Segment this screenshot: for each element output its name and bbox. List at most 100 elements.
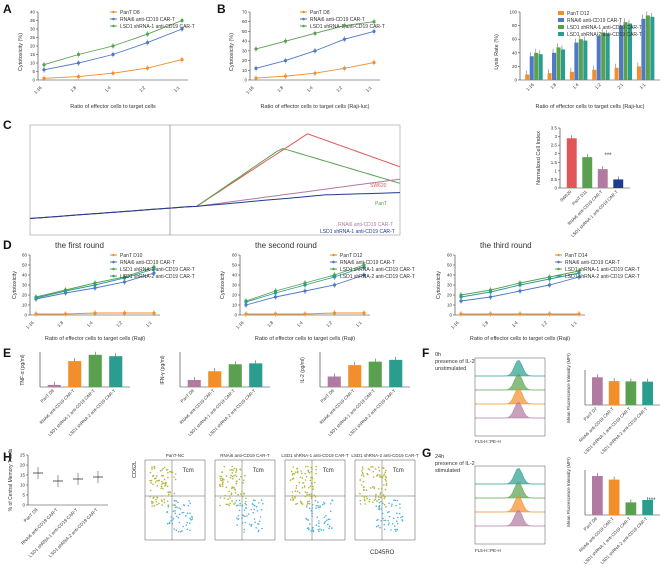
h-flow-dot [153,467,156,469]
h-flow-dot [376,500,378,502]
cbar-bar-1 [582,157,593,188]
b-xtick-label-0: 1:16 [245,85,255,95]
e1-bar-2 [88,354,102,387]
h-flow-dot [221,485,224,488]
bbar-legend-label-0: PanT D12 [567,11,590,17]
bbar-bar-1-3 [560,49,566,80]
e1-xtick-label-0: PanT D8 [39,388,55,404]
h-flow-dot [176,515,178,518]
cbar-bar-2 [597,169,608,188]
h-flow-dot [168,493,170,496]
h-flow-dot [296,502,299,505]
h-flow-dot [160,480,163,483]
panel-label-g: G [422,446,432,460]
h-flow-dot [248,523,251,526]
h-flow-dot [363,489,365,492]
h-flow-dot [396,522,399,525]
d1-legend-label-0: PanT D10 [120,253,143,259]
h-flow-dot [379,492,382,494]
h-flow-dot [386,511,389,514]
b-point-0-1 [283,74,288,78]
h-flow-dot [380,500,382,503]
h-flow-dot [360,484,363,486]
d1-legend-marker-3 [112,274,115,278]
h-flow-dot [362,473,364,475]
h-flow-dot [241,490,243,492]
h-flow-dot [177,501,179,504]
h-flow-dot [311,482,313,485]
h-flow-dot [162,488,164,490]
d1-ytick-label-1: 10 [22,303,28,308]
d3-title: the third round [480,241,532,250]
bbar-bar-4-2 [623,22,628,80]
bbar-bar-4-1 [619,25,624,81]
h-flow-dot [219,497,222,499]
d1-legend-marker-1 [112,260,115,264]
h-flow-dot [323,516,326,519]
h-flow-dot [151,468,153,470]
e2-bar-3 [249,363,263,387]
e1-bar-3 [109,356,123,387]
d2-point-1-2 [303,289,307,293]
h-flow-dot [319,528,321,530]
h-flow-dot [377,496,380,498]
h-flow-dot [240,493,242,495]
h-flow-dot [227,481,229,483]
bbar-bar-5-1 [641,18,646,80]
b-point-1-0 [254,66,258,70]
h-flow-dot [312,530,315,533]
a-point-0-2 [111,71,115,75]
h-flow-dot [327,518,330,520]
d3-legend-marker-3 [557,274,560,278]
h-flow-dot [261,527,263,530]
h-flow-dot [155,498,157,501]
h-flow-dot [309,479,312,482]
d1-ytick-label-5: 50 [22,263,28,268]
d2-point-1-4 [362,273,366,277]
h-flow-dot [301,477,304,479]
d3-point-0-1 [488,312,493,316]
d3-xtick-label-2: 1:4 [511,320,519,328]
hdot-ytick-label-0: 0 [22,503,25,508]
gbar-sig: *** [648,498,656,504]
h-flow-dot [190,519,192,521]
e2-xtick-label-0: PanT D8 [179,388,195,404]
h-flow-dot [153,505,156,507]
h-flow-dot [166,485,169,488]
d3-legend-label-1: RNAi6 anti-CD19 CAR-T [565,260,620,266]
h-flow-dot [259,516,262,518]
h-flow-dot [250,525,252,527]
g-hist-3 [475,510,545,527]
h-flow-dot [254,521,256,523]
h-flow-dot [252,503,254,506]
h-flow-dot [219,504,221,507]
h-flow-dot [308,487,310,489]
b-point-1-2 [313,49,317,53]
h-flow-dot [230,474,232,477]
h-flow-dot [224,494,226,497]
h-flow-dot [307,519,310,521]
h-flow-dot [374,498,377,500]
h-flow-dot [364,499,366,502]
h-flow-dot [225,475,228,477]
cbar-ytick-label-0: 0 [554,186,557,191]
d3-xlabel: Ratio of effector cells to target cells … [470,336,570,342]
d3-legend-label-3: LSD1 shRNA-2 anti-CD19 CAR-T [565,274,640,280]
e2-xtick-label-1: RNAi6 anti-CD19 CAR-T [178,388,215,425]
a-legend-label-1: RNAi6 anti-CD19 CAR-T [120,17,175,23]
h-flow-dot [378,508,380,511]
h-flow-dot [308,472,311,474]
h-flow-dot [372,501,374,504]
h-flow-dot [367,468,370,470]
panel-label-b: B [217,2,226,16]
h-flow-dot [231,500,233,502]
h-flow-dot [229,477,232,479]
h-flow-dot [181,511,183,514]
bbar-legend-label-3: LSD1 shRNA-2 anti-CD19 CAR-T [567,32,642,38]
b-ytick-label-3: 30 [242,48,248,53]
h-flow-dot [191,518,193,521]
e2-bar-1 [208,371,222,387]
d3-point-3-4 [577,271,581,275]
b-point-2-3 [342,24,347,28]
d3-point-3-0 [459,295,463,299]
